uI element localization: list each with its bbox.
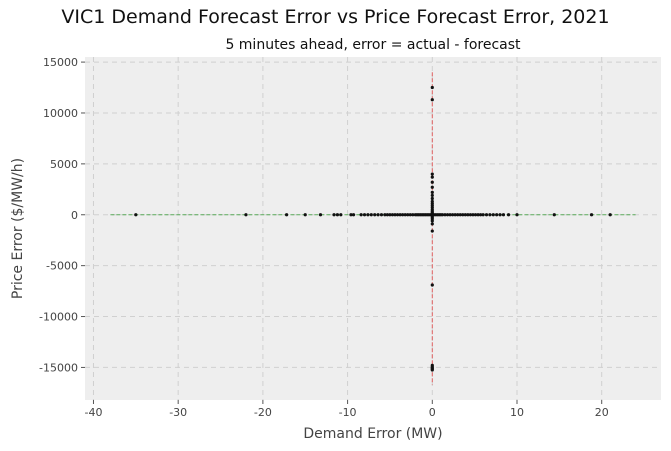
- data-point: [303, 213, 307, 217]
- data-point: [468, 213, 473, 217]
- y-tick-label: 0: [71, 209, 78, 222]
- data-point: [366, 213, 370, 217]
- data-point: [448, 213, 452, 217]
- y-tick-label: 10000: [43, 107, 78, 120]
- data-point: [411, 213, 415, 217]
- data-point: [552, 213, 556, 217]
- chart-title: VIC1 Demand Forecast Error vs Price Fore…: [61, 6, 610, 28]
- data-point: [471, 213, 475, 217]
- data-point: [318, 213, 323, 217]
- data-point: [430, 193, 434, 198]
- data-point: [498, 213, 502, 217]
- x-tick-label: 20: [595, 406, 609, 419]
- data-point: [476, 213, 480, 217]
- data-point: [453, 213, 457, 217]
- data-point: [481, 213, 485, 217]
- x-tick-label: -30: [169, 406, 187, 419]
- data-point: [351, 213, 356, 217]
- data-point: [383, 213, 387, 217]
- data-point: [385, 213, 389, 217]
- data-point: [589, 213, 594, 217]
- data-point: [506, 213, 511, 217]
- data-point: [451, 213, 455, 217]
- data-point: [395, 213, 400, 217]
- data-point: [373, 213, 377, 217]
- data-point: [401, 213, 405, 217]
- data-point: [430, 98, 434, 102]
- data-point: [362, 213, 367, 217]
- data-points: [134, 85, 612, 372]
- reference-lines: [110, 72, 636, 385]
- data-point: [440, 213, 445, 217]
- data-point: [390, 213, 395, 217]
- data-point: [463, 213, 467, 217]
- data-point: [515, 213, 519, 217]
- data-point: [495, 213, 499, 217]
- data-point: [608, 213, 612, 217]
- data-point: [403, 213, 407, 217]
- data-point: [488, 213, 492, 217]
- x-tick-label: 0: [429, 406, 436, 419]
- data-point: [430, 175, 434, 179]
- tick-labels: -40 -30 -20 -10 0 10 20 -15000 -10000 -5000 0 5000 1…: [39, 56, 609, 419]
- data-point: [484, 213, 489, 217]
- y-tick-label: -15000: [39, 361, 78, 374]
- data-point: [359, 213, 363, 217]
- x-tick-label: -40: [84, 406, 102, 419]
- grid-layer: [85, 57, 661, 400]
- data-point: [501, 213, 506, 217]
- data-point: [398, 213, 402, 217]
- data-point: [461, 213, 465, 217]
- chart-subtitle: 5 minutes ahead, error = actual - foreca…: [225, 37, 521, 53]
- data-point: [430, 222, 434, 226]
- data-point: [473, 213, 478, 217]
- data-point: [430, 85, 434, 90]
- y-tick-label: -10000: [39, 311, 78, 324]
- data-point: [430, 283, 434, 287]
- data-point: [285, 213, 289, 217]
- data-point: [491, 213, 495, 217]
- y-tick-label: -5000: [46, 260, 78, 273]
- data-point: [393, 213, 397, 217]
- data-point: [456, 213, 460, 217]
- data-point: [332, 213, 336, 217]
- data-point: [376, 213, 380, 217]
- data-point: [339, 213, 343, 217]
- data-point: [379, 213, 384, 217]
- x-axis-label: Demand Error (MW): [303, 426, 442, 442]
- x-tick-label: -10: [339, 406, 357, 419]
- data-point: [443, 213, 447, 217]
- data-point: [445, 213, 450, 217]
- data-point: [349, 213, 353, 217]
- data-point: [430, 180, 434, 184]
- data-point: [430, 172, 434, 176]
- data-point: [335, 213, 340, 217]
- y-axis-label: Price Error ($/MW/h): [10, 158, 26, 299]
- data-point: [478, 213, 483, 217]
- data-point: [466, 213, 470, 217]
- data-point: [430, 229, 434, 233]
- y-tick-label: 15000: [43, 56, 78, 69]
- data-point: [430, 368, 434, 372]
- data-point: [430, 219, 434, 223]
- data-point: [408, 213, 412, 217]
- x-tick-label: -20: [254, 406, 272, 419]
- data-point: [430, 185, 434, 189]
- data-point: [369, 213, 373, 217]
- data-point: [244, 213, 248, 217]
- y-tick-label: 5000: [50, 158, 78, 171]
- data-point: [430, 190, 434, 194]
- x-tick-label: 10: [510, 406, 524, 419]
- data-point: [430, 196, 434, 201]
- data-point: [388, 213, 392, 217]
- data-point: [458, 213, 462, 217]
- data-point: [406, 213, 410, 217]
- data-point: [134, 213, 138, 217]
- plot-area: [85, 57, 661, 400]
